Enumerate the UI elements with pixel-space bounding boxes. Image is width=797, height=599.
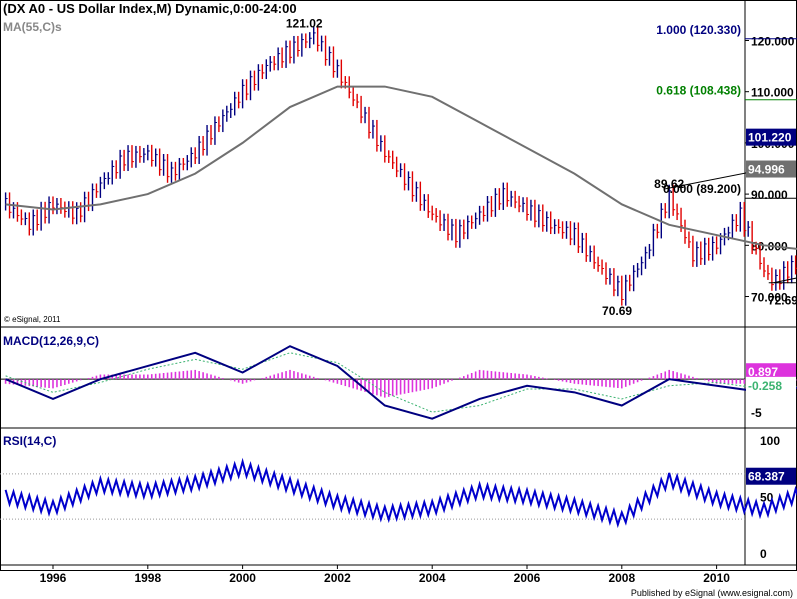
ma55-line <box>5 85 797 250</box>
x-tick-label: 1996 <box>40 571 67 585</box>
macd-value: 0.897 <box>748 365 778 379</box>
copyright-text: © eSignal, 2011 <box>4 315 61 324</box>
rsi-y-tick-label: 0 <box>760 547 767 561</box>
rsi-line <box>4 457 797 529</box>
ma-legend: MA(55,C)s <box>3 20 62 34</box>
x-tick-label: 2006 <box>514 571 541 585</box>
price-annotation: 70.69 <box>602 304 632 318</box>
ma-value: 94.996 <box>748 163 785 177</box>
rsi-value-box <box>746 467 796 485</box>
published-text: Published by eSignal (www.esignal.com) <box>631 588 793 598</box>
ma-value-box <box>746 160 796 178</box>
y-tick-label: 110.000 <box>751 86 794 100</box>
fib-level-label: 0.000 (89.200) <box>663 182 741 196</box>
price-annotation: 89.62 <box>654 177 684 191</box>
y-tick-label: 90.000 <box>751 188 788 202</box>
rsi-legend: RSI(14,C) <box>3 434 56 448</box>
macd-legend: MACD(12,26,9,C) <box>3 334 99 348</box>
last-price-value: 101.220 <box>748 131 792 145</box>
y-tick-label: 120.000 <box>751 34 795 48</box>
fib-level-label: 1.000 (120.330) <box>656 23 741 37</box>
signal-value-box <box>746 376 796 394</box>
x-tick-label: 1998 <box>134 571 161 585</box>
rsi-y-tick-label: 100 <box>760 434 780 448</box>
macd-y-tick-label: -5 <box>751 406 762 420</box>
y-tick-label: 70.000 <box>751 291 788 305</box>
price-annotation: 72.69 <box>768 294 797 308</box>
x-tick-label: 2000 <box>229 571 256 585</box>
trendline <box>773 277 797 284</box>
x-tick-label: 2010 <box>703 571 730 585</box>
macd-value-box <box>746 363 796 381</box>
price-annotation: 121.02 <box>286 16 323 30</box>
last-price-value-box <box>746 128 796 146</box>
macd-line <box>5 345 797 420</box>
signal-value: -0.258 <box>748 379 782 393</box>
rsi-y-tick-label: 50 <box>760 491 774 505</box>
x-tick-label: 2004 <box>419 571 446 585</box>
x-tick-label: 2002 <box>324 571 351 585</box>
fib-level-label: 0.618 (108.438) <box>656 84 741 98</box>
rsi-value: 68.387 <box>748 470 785 484</box>
x-tick-label: 2008 <box>608 571 635 585</box>
chart-title: (DX A0 - US Dollar Index,M) Dynamic,0:00… <box>3 1 297 16</box>
